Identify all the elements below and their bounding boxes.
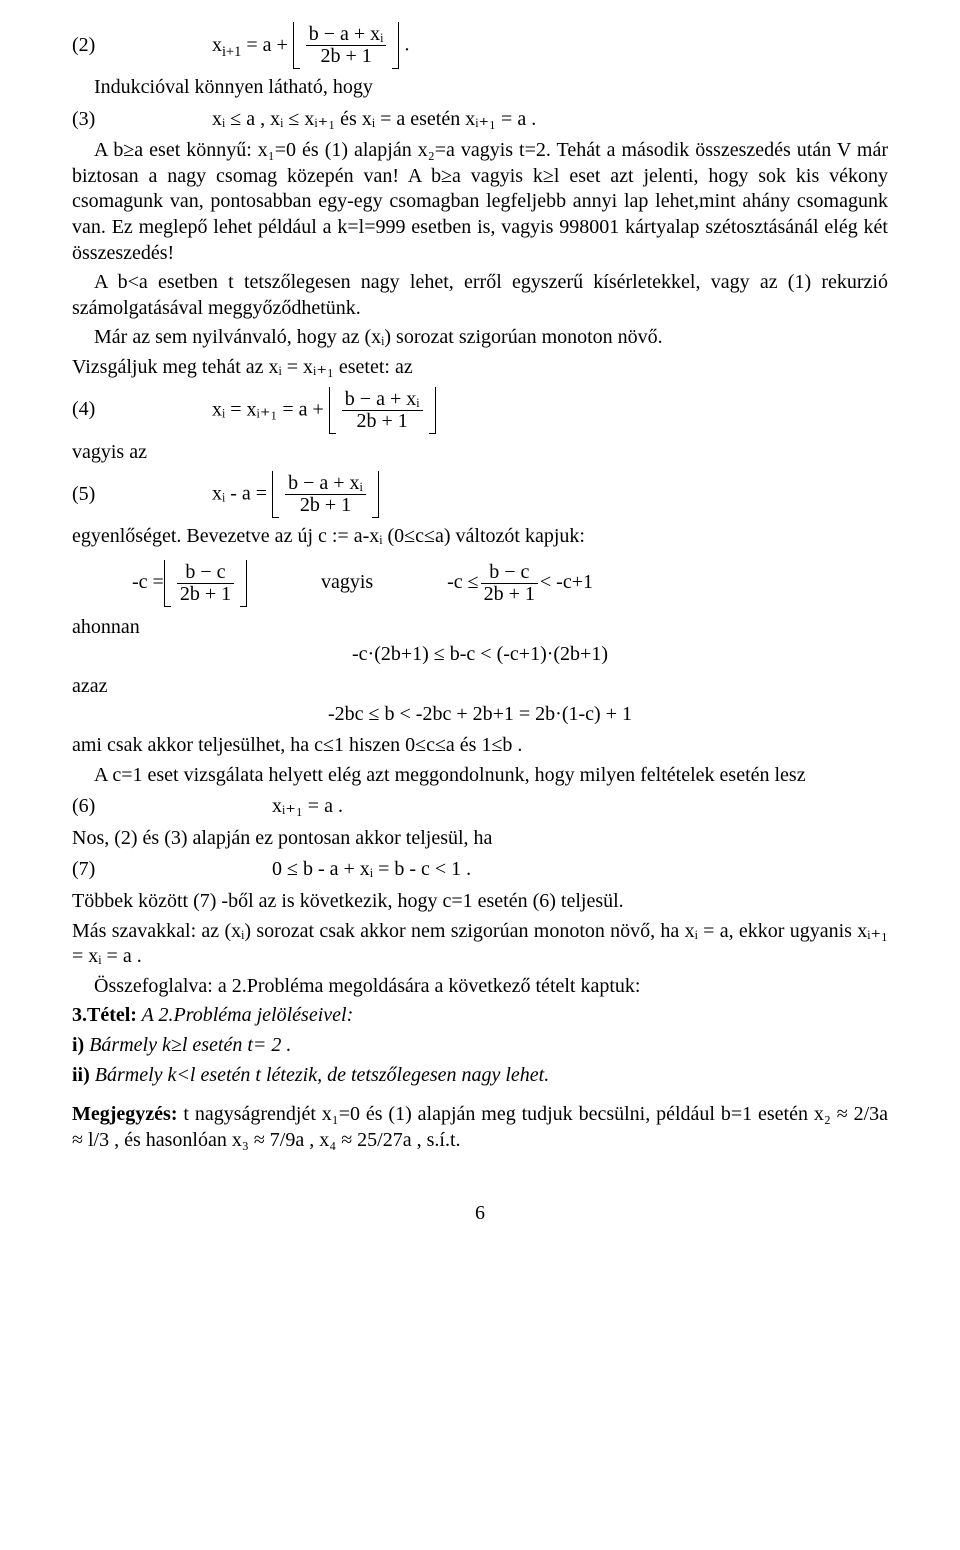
equation-3: (3) xᵢ ≤ a , xᵢ ≤ xᵢ₊₁ és xᵢ = a esetén … xyxy=(72,107,888,133)
eq-body: xᵢ - a = b − a + xᵢ 2b + 1 xyxy=(212,471,888,518)
equation-7: (7) 0 ≤ b - a + xᵢ = b - c < 1 . xyxy=(72,857,888,883)
eq-number: (7) xyxy=(72,857,212,883)
floor-left-icon xyxy=(272,471,279,518)
label-ahonnan: ahonnan xyxy=(72,615,888,641)
para-vizsg: Vizsgáljuk meg tehát az xᵢ = xᵢ₊₁ esetet… xyxy=(72,355,888,381)
label-vagyis: vagyis xyxy=(247,570,447,596)
tetel-ii-body: Bármely k<l esetén t létezik, de tetszől… xyxy=(90,1064,549,1086)
floor-right-icon xyxy=(429,387,436,434)
floor-right-icon xyxy=(240,560,247,607)
eq-number: (5) xyxy=(72,482,212,508)
tetel-i-head: i) xyxy=(72,1034,84,1056)
text-induction: Indukcióval könnyen látható, hogy xyxy=(72,75,888,101)
eq-lhs: xᵢ = xᵢ₊₁ = a + xyxy=(212,398,329,420)
math-ahonnan: -c·(2b+1) ≤ b-c < (-c+1)·(2b+1) xyxy=(72,642,888,668)
floor-left-icon xyxy=(164,560,171,607)
equation-4: (4) xᵢ = xᵢ₊₁ = a + b − a + xᵢ 2b + 1 xyxy=(72,387,888,434)
eq-body: xi+1 = a + b − a + xᵢ 2b + 1 . xyxy=(212,22,888,69)
tetel-ii-head: ii) xyxy=(72,1064,90,1086)
tetel-head: 3.Tétel: xyxy=(72,1004,137,1026)
math-azaz: -2bc ≤ b < -2bc + 2b+1 = 2b·(1-c) + 1 xyxy=(72,702,888,728)
eq-lhs: xi+1 = a + xyxy=(212,34,293,56)
inequality-block: -c = b − c 2b + 1 vagyis -c ≤ b − c 2b +… xyxy=(132,560,888,607)
para-monoton: Már az sem nyilvánvaló, hogy az (xᵢ) sor… xyxy=(72,325,888,351)
floor-expression: b − a + xᵢ 2b + 1 xyxy=(272,471,379,518)
eq-lhs: xᵢ - a = xyxy=(212,483,272,505)
fraction: b − a + xᵢ 2b + 1 xyxy=(342,389,423,432)
eq-number: (4) xyxy=(72,397,212,423)
megj-body: t nagyságrendjét x₁=0 és (1) alapján meg… xyxy=(72,1103,888,1151)
para-amicsak: ami csak akkor teljesülhet, ha c≤1 hisze… xyxy=(72,733,888,759)
eq-body: 0 ≤ b - a + xᵢ = b - c < 1 . xyxy=(212,857,888,883)
floor-expression: b − c 2b + 1 xyxy=(164,560,247,607)
para-egyenloseget: egyenlőséget. Bevezetve az új c := a-xᵢ … xyxy=(72,524,888,550)
para-ab-case: A b≥a eset könnyű: x₁=0 és (1) alapján x… xyxy=(72,138,888,266)
equation-5: (5) xᵢ - a = b − a + xᵢ 2b + 1 xyxy=(72,471,888,518)
label-azaz: azaz xyxy=(72,674,888,700)
tetel-i: i) Bármely k≥l esetén t= 2 . xyxy=(72,1033,888,1059)
fraction: b − c 2b + 1 xyxy=(177,562,234,605)
eq-body: xᵢ₊₁ = a . xyxy=(212,794,888,820)
tetel-head-rest: A 2.Probléma jelöléseivel: xyxy=(137,1004,353,1026)
eq-body: xᵢ ≤ a , xᵢ ≤ xᵢ₊₁ és xᵢ = a esetén xᵢ₊₁… xyxy=(212,107,888,133)
tetel-line: 3.Tétel: A 2.Probléma jelöléseivel: xyxy=(72,1003,888,1029)
inequality-row: -c = b − c 2b + 1 vagyis -c ≤ b − c 2b +… xyxy=(132,560,888,607)
eq-body: xᵢ = xᵢ₊₁ = a + b − a + xᵢ 2b + 1 xyxy=(212,387,888,434)
page-number: 6 xyxy=(72,1201,888,1227)
para-bless: A b<a esetben t tetszőlegesen nagy lehet… xyxy=(72,270,888,321)
para-mas: Más szavakkal: az (xᵢ) sorozat csak akko… xyxy=(72,919,888,970)
floor-right-icon xyxy=(392,22,399,69)
equation-2: (2) xi+1 = a + b − a + xᵢ 2b + 1 . xyxy=(72,22,888,69)
para-tobbek: Többek között (7) -ből az is következik,… xyxy=(72,889,888,915)
para-ossze: Összefoglalva: a 2.Probléma megoldására … xyxy=(72,974,888,1000)
eq-number: (3) xyxy=(72,107,212,133)
megj-head: Megjegyzés: xyxy=(72,1103,178,1125)
megjegyzes: Megjegyzés: t nagyságrendjét x₁=0 és (1)… xyxy=(72,1102,888,1153)
label-vagyis-az: vagyis az xyxy=(72,440,888,466)
ineq-left: -c = b − c 2b + 1 xyxy=(132,560,247,607)
eq-number: (6) xyxy=(72,794,212,820)
para-nos: Nos, (2) és (3) alapján ez pontosan akko… xyxy=(72,826,888,852)
floor-right-icon xyxy=(372,471,379,518)
tetel-ii: ii) Bármely k<l esetén t létezik, de tet… xyxy=(72,1063,888,1089)
fraction: b − a + xᵢ 2b + 1 xyxy=(285,473,366,516)
floor-expression: b − a + xᵢ 2b + 1 xyxy=(293,22,400,69)
tetel-i-body: Bármely k≥l esetén t= 2 . xyxy=(84,1034,291,1056)
floor-expression: b − a + xᵢ 2b + 1 xyxy=(329,387,436,434)
fraction: b − c 2b + 1 xyxy=(481,562,538,605)
eq-tail: . xyxy=(404,34,409,56)
floor-left-icon xyxy=(329,387,336,434)
para-c1: A c=1 eset vizsgálata helyett elég azt m… xyxy=(72,763,888,789)
ineq-right: -c ≤ b − c 2b + 1 < -c+1 xyxy=(447,562,593,605)
eq-number: (2) xyxy=(72,33,212,59)
floor-left-icon xyxy=(293,22,300,69)
fraction: b − a + xᵢ 2b + 1 xyxy=(306,24,387,67)
equation-6: (6) xᵢ₊₁ = a . xyxy=(72,794,888,820)
